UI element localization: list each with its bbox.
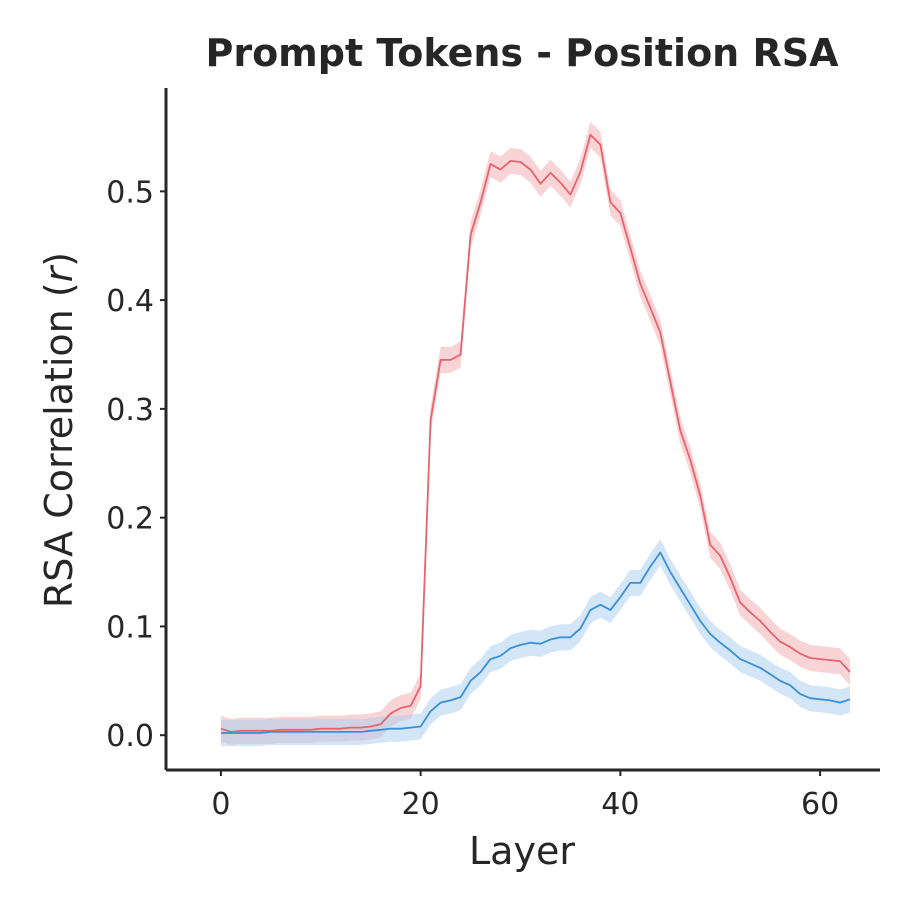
y-tick-label: 0.3: [106, 393, 154, 428]
y-axis-label-var: r: [37, 264, 81, 282]
y-axis-label-end: ): [37, 252, 81, 267]
series-0-line: [220, 133, 851, 733]
y-tick-label: 0.1: [106, 610, 154, 645]
y-axis-label-main: RSA Correlation (: [37, 282, 81, 608]
y-tick-label: 0.4: [106, 284, 154, 319]
x-tick-label: 0: [211, 787, 230, 822]
y-ticks: 0.0 0.1 0.2 0.3 0.4 0.5: [106, 175, 166, 754]
x-tick-label: 20: [402, 787, 440, 822]
x-tick-label: 60: [801, 787, 839, 822]
series-1-line: [220, 551, 851, 734]
y-axis-label: RSA Correlation (r): [37, 252, 81, 608]
x-ticks: 0 20 40 60: [211, 770, 839, 822]
x-tick-label: 40: [601, 787, 639, 822]
y-tick-label: 0.5: [106, 175, 154, 210]
y-tick-label: 0.2: [106, 502, 154, 537]
chart-title: Prompt Tokens - Position RSA: [205, 31, 839, 75]
y-tick-label: 0.0: [106, 719, 154, 754]
series-lines: [220, 133, 851, 734]
x-axis-label: Layer: [469, 829, 575, 873]
confidence-bands: [220, 121, 850, 747]
